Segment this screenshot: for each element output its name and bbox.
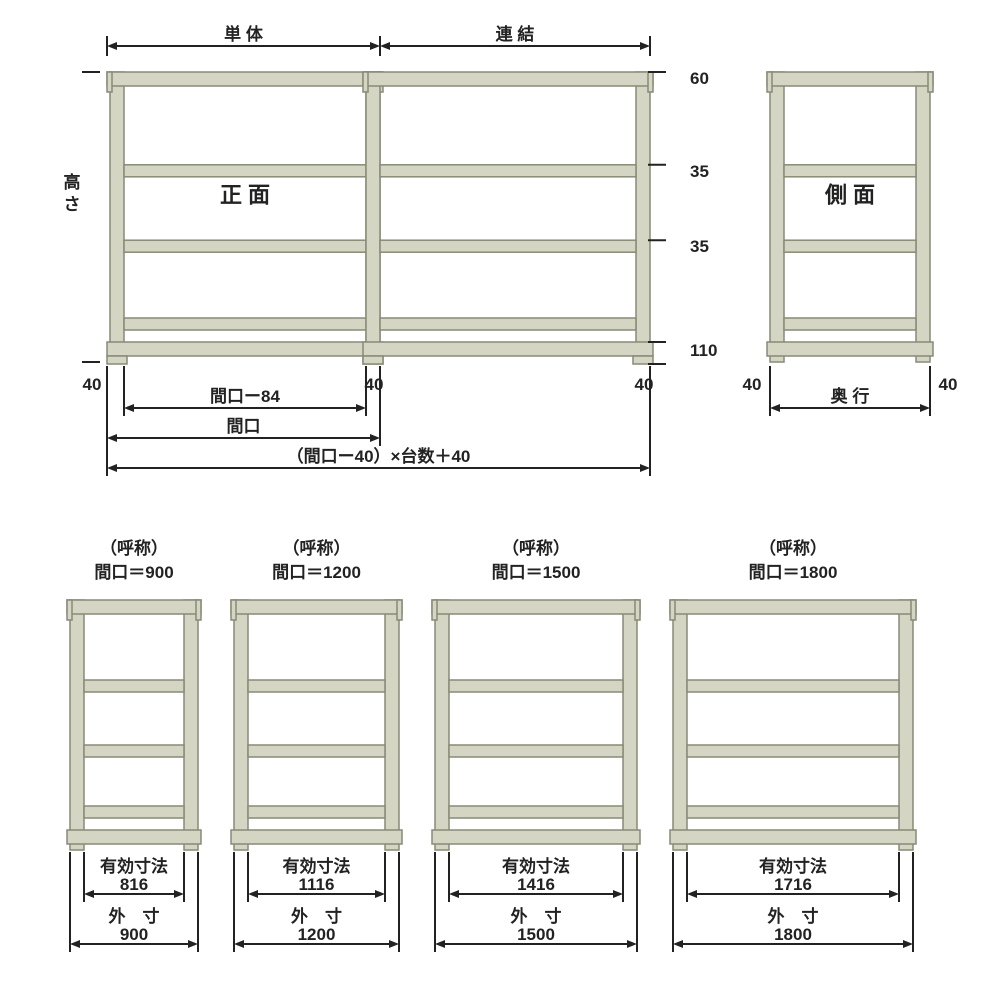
- svg-text:連 結: 連 結: [496, 24, 535, 44]
- svg-text:900: 900: [120, 925, 148, 944]
- svg-text:間口＝900: 間口＝900: [94, 563, 173, 582]
- svg-text:外 寸: 外 寸: [109, 906, 160, 926]
- shelf-unit: [670, 600, 916, 850]
- svg-text:さ: さ: [64, 195, 81, 214]
- svg-text:35: 35: [690, 162, 709, 181]
- svg-text:35: 35: [690, 237, 709, 256]
- svg-text:有効寸法: 有効寸法: [502, 856, 570, 876]
- side-label: 側 面: [824, 183, 875, 208]
- svg-text:間口: 間口: [227, 417, 261, 436]
- svg-text:110: 110: [690, 341, 717, 360]
- svg-text:間口＝1800: 間口＝1800: [749, 563, 838, 582]
- svg-text:外 寸: 外 寸: [511, 906, 562, 926]
- svg-text:奥 行: 奥 行: [831, 386, 870, 406]
- svg-text:（呼称）: （呼称）: [283, 538, 351, 558]
- svg-text:外 寸: 外 寸: [291, 906, 342, 926]
- size-variant: 間口＝1500（呼称）間口＝1500有効寸法1416外 寸1500: [432, 538, 640, 952]
- size-variant: 間口＝1800（呼称）間口＝1800有効寸法1716外 寸1800: [670, 538, 916, 952]
- diagram-root: 単 体 連 結正 面 高さ 60 35 35 110 40 40 40 間口ー84 間口 （間口ー40）…: [0, 0, 1000, 1000]
- size-variant: 間口＝900（呼称）間口＝900有効寸法816外 寸900: [67, 538, 201, 952]
- svg-text:間口＝1200: 間口＝1200: [272, 563, 361, 582]
- shelf-unit: [363, 72, 653, 364]
- svg-text:間口＝1500: 間口＝1500: [492, 563, 581, 582]
- svg-text:1116: 1116: [299, 875, 335, 894]
- size-row: 間口＝900（呼称）間口＝900有効寸法816外 寸900間口＝1200（呼称）…: [67, 538, 916, 952]
- svg-text:1416: 1416: [517, 875, 555, 894]
- svg-text:60: 60: [690, 69, 709, 88]
- height-label: 高さ: [64, 172, 81, 214]
- svg-text:（呼称）: （呼称）: [759, 538, 827, 558]
- shelf-unit: [432, 600, 640, 850]
- size-variant: 間口＝1200（呼称）間口＝1200有効寸法1116外 寸1200: [231, 538, 402, 952]
- svg-text:間口ー84: 間口ー84: [210, 387, 280, 406]
- shelf-unit: [107, 72, 383, 364]
- svg-text:1200: 1200: [298, 925, 336, 944]
- shelf-unit: [767, 72, 933, 362]
- shelf-unit: [67, 600, 201, 850]
- svg-text:高: 高: [64, 172, 81, 192]
- svg-text:816: 816: [120, 875, 148, 894]
- svg-text:有効寸法: 有効寸法: [100, 856, 168, 876]
- svg-text:40: 40: [743, 375, 762, 394]
- svg-text:単 体: 単 体: [224, 24, 264, 44]
- shelf-unit: [231, 600, 402, 850]
- svg-text:外 寸: 外 寸: [768, 906, 819, 926]
- svg-text:40: 40: [83, 375, 102, 394]
- front-label: 正 面: [220, 183, 270, 208]
- svg-text:有効寸法: 有効寸法: [283, 856, 351, 876]
- svg-text:有効寸法: 有効寸法: [759, 856, 827, 876]
- svg-text:（間口ー40）×台数＋40: （間口ー40）×台数＋40: [287, 446, 471, 466]
- svg-text:1716: 1716: [774, 875, 812, 894]
- svg-text:40: 40: [939, 375, 958, 394]
- top-section: 単 体 連 結正 面 高さ 60 35 35 110 40 40 40 間口ー84 間口 （間口ー40）…: [64, 24, 958, 476]
- svg-text:1800: 1800: [774, 925, 812, 944]
- svg-text:（呼称）: （呼称）: [502, 538, 570, 558]
- svg-text:1500: 1500: [517, 925, 555, 944]
- svg-text:（呼称）: （呼称）: [100, 538, 168, 558]
